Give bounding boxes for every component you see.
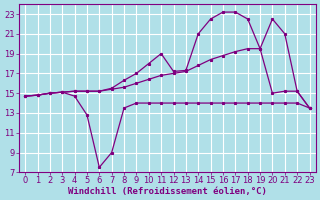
X-axis label: Windchill (Refroidissement éolien,°C): Windchill (Refroidissement éolien,°C) <box>68 187 267 196</box>
